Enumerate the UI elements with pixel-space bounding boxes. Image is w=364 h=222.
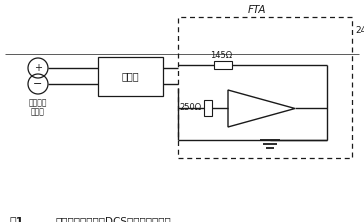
Text: FTA: FTA — [248, 5, 266, 15]
Text: +: + — [34, 63, 42, 73]
Text: 智能压力: 智能压力 — [29, 98, 47, 107]
Text: −: − — [33, 79, 43, 89]
Bar — [214, 61, 232, 69]
Text: 24V(DC): 24V(DC) — [355, 26, 364, 36]
Text: 变送器: 变送器 — [31, 107, 45, 116]
Text: 智能压力变送器与DCS现场的连接回路: 智能压力变送器与DCS现场的连接回路 — [55, 216, 171, 222]
Bar — [98, 57, 163, 96]
Text: 图1: 图1 — [10, 216, 24, 222]
Text: 250Ω: 250Ω — [180, 103, 202, 113]
Text: 145Ω: 145Ω — [210, 51, 232, 60]
Bar — [178, 17, 352, 158]
Bar — [204, 100, 212, 116]
Text: 安全栅: 安全栅 — [122, 71, 139, 81]
